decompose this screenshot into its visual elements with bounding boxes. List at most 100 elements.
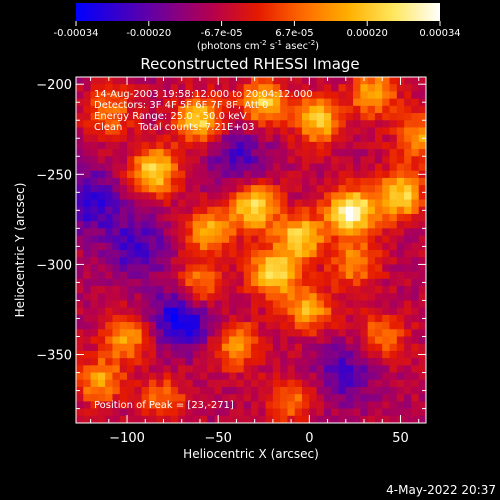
- heatmap-cell: [345, 336, 354, 345]
- heatmap-cell: [207, 113, 216, 121]
- heatmap-cell: [389, 149, 398, 157]
- heatmap-cell: [367, 134, 376, 143]
- heatmap-cell: [251, 372, 259, 381]
- heatmap-cell: [294, 250, 303, 258]
- heatmap-cell: [331, 415, 340, 423]
- heatmap-cell: [404, 98, 413, 107]
- heatmap-cell: [105, 105, 114, 114]
- heatmap-cell: [119, 386, 128, 395]
- heatmap-cell: [192, 365, 201, 374]
- heatmap-cell: [243, 84, 252, 93]
- heatmap-cell: [411, 379, 420, 388]
- heatmap-cell: [382, 91, 391, 100]
- heatmap-cell: [148, 401, 157, 410]
- heatmap-cell: [163, 314, 172, 323]
- heatmap-cell: [185, 177, 194, 186]
- heatmap-cell: [265, 394, 274, 402]
- heatmap-cell: [105, 156, 114, 165]
- heatmap-cell: [302, 163, 310, 172]
- heatmap-cell: [280, 163, 289, 172]
- heatmap-cell: [170, 394, 179, 402]
- heatmap-cell: [258, 177, 267, 186]
- heatmap-cell: [76, 235, 84, 244]
- heatmap-cell: [221, 242, 230, 251]
- heatmap-cell: [280, 264, 289, 273]
- heatmap-cell: [199, 379, 208, 388]
- heatmap-cell: [112, 293, 121, 302]
- heatmap-cell: [316, 242, 325, 251]
- heatmap-cell: [192, 257, 201, 266]
- heatmap-cell: [127, 105, 135, 114]
- heatmap-cell: [302, 185, 310, 193]
- heatmap-cell: [214, 278, 223, 287]
- heatmap-cell: [148, 286, 157, 294]
- heatmap-cell: [367, 322, 376, 330]
- heatmap-cell: [302, 286, 310, 294]
- heatmap-cell: [127, 84, 135, 93]
- heatmap-cell: [97, 322, 106, 330]
- heatmap-cell: [294, 314, 303, 323]
- heatmap-cell: [148, 192, 157, 201]
- heatmap-cell: [148, 322, 157, 330]
- heatmap-cell: [112, 379, 121, 388]
- heatmap-cell: [258, 365, 267, 374]
- heatmap-cell: [345, 213, 354, 222]
- heatmap-cell: [280, 343, 289, 352]
- heatmap-cell: [207, 156, 216, 165]
- heatmap-cell: [382, 329, 391, 338]
- heatmap-cell: [345, 415, 354, 423]
- heatmap-cell: [199, 343, 208, 352]
- heatmap-cell: [265, 242, 274, 251]
- heatmap-cell: [382, 401, 391, 410]
- heatmap-cell: [185, 156, 194, 165]
- heatmap-cell: [382, 350, 391, 359]
- heatmap-cell: [396, 113, 405, 121]
- heatmap-cell: [302, 242, 310, 251]
- heatmap-cell: [141, 293, 150, 302]
- heatmap-cell: [382, 278, 391, 287]
- heatmap-cell: [105, 372, 114, 381]
- heatmap-cell: [97, 379, 106, 388]
- heatmap-cell: [367, 242, 376, 251]
- heatmap-cell: [280, 84, 289, 93]
- heatmap-cell: [411, 206, 420, 215]
- heatmap-cell: [272, 415, 281, 423]
- heatmap-cell: [185, 105, 194, 114]
- heatmap-cell: [192, 401, 201, 410]
- heatmap-cell: [389, 307, 398, 316]
- heatmap-cell: [265, 134, 274, 143]
- heatmap-cell: [127, 386, 135, 395]
- heatmap-cell: [178, 300, 186, 309]
- heatmap-cell: [112, 343, 121, 352]
- heatmap-cell: [134, 278, 143, 287]
- heatmap-cell: [338, 199, 347, 208]
- heatmap-cell: [236, 278, 245, 287]
- heatmap-cell: [221, 379, 230, 388]
- heatmap-cell: [236, 177, 245, 186]
- heatmap-cell: [214, 163, 223, 172]
- heatmap-cell: [90, 401, 99, 410]
- heatmap-cell: [229, 105, 238, 114]
- heatmap-cell: [229, 329, 238, 338]
- heatmap-cell: [323, 365, 332, 374]
- heatmap-cell: [258, 91, 267, 100]
- heatmap-cell: [236, 264, 245, 273]
- heatmap-cell: [367, 213, 376, 222]
- heatmap-cell: [287, 386, 296, 395]
- heatmap-cell: [265, 163, 274, 172]
- heatmap-cell: [302, 91, 310, 100]
- heatmap-cell: [294, 91, 303, 100]
- heatmap-cell: [280, 221, 289, 229]
- heatmap-cell: [127, 77, 135, 85]
- heatmap-cell: [112, 394, 121, 402]
- heatmap-cell: [134, 91, 143, 100]
- heatmap-cell: [265, 235, 274, 244]
- heatmap-cell: [287, 322, 296, 330]
- heatmap-cell: [338, 250, 347, 258]
- heatmap-cell: [338, 257, 347, 266]
- heatmap-cell: [199, 394, 208, 402]
- heatmap-cell: [119, 379, 128, 388]
- heatmap-cell: [323, 134, 332, 143]
- heatmap-cell: [287, 185, 296, 193]
- heatmap-cell: [207, 134, 216, 143]
